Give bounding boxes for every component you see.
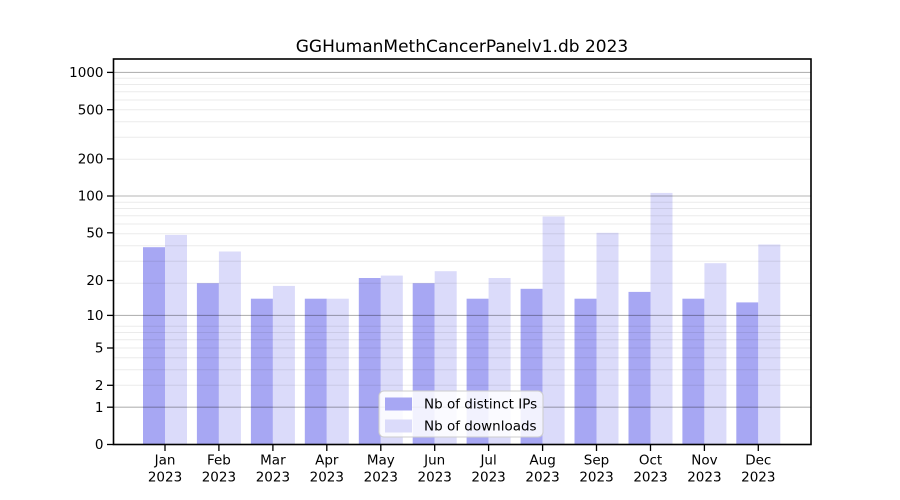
y-tick-label: 20	[86, 273, 103, 289]
bar-ips-dec	[736, 302, 759, 445]
x-tick-label: Dec 2023	[741, 453, 775, 486]
x-tick-label: Oct 2023	[633, 453, 667, 486]
legend-swatch-distinct-ips	[385, 397, 412, 411]
bar-downloads-aug	[542, 216, 565, 445]
chart-title: GGHumanMethCancerPanelv1.db 2023	[296, 37, 628, 57]
legend: Nb of distinct IPs Nb of downloads	[378, 390, 544, 438]
bar-downloads-apr	[326, 298, 349, 445]
bar-ips-sep	[574, 298, 597, 445]
y-tick-label: 5	[95, 341, 104, 357]
x-tick-label: Jul 2023	[471, 453, 505, 486]
axis-ticks-layer	[107, 71, 759, 451]
x-tick-label: May 2023	[364, 453, 398, 486]
x-tick-label: Aug 2023	[525, 453, 559, 486]
legend-box	[378, 390, 544, 438]
bar-ips-jan	[143, 247, 165, 445]
gridlines-layer	[113, 71, 811, 408]
x-tick-label: Feb 2023	[202, 453, 236, 486]
bar-ips-apr	[304, 298, 327, 445]
y-tick-label: 100	[78, 189, 104, 205]
x-tick-label: Jun 2023	[418, 453, 452, 486]
bar-ips-oct	[628, 291, 651, 445]
bar-downloads-dec	[758, 244, 781, 445]
y-tick-label: 500	[78, 102, 104, 118]
x-tick-label: Sep 2023	[579, 453, 613, 486]
bar-downloads-nov	[704, 263, 727, 445]
bar-downloads-mar	[272, 285, 295, 445]
plot-frame	[112, 58, 812, 446]
bar-downloads-oct	[650, 192, 673, 445]
x-tick-label: Nov 2023	[687, 453, 721, 486]
bar-downloads-sep	[596, 232, 619, 445]
y-tick-label: 1	[95, 400, 104, 416]
y-tick-label: 1000	[69, 65, 103, 81]
bar-ips-mar	[250, 298, 273, 445]
x-tick-label: Mar 2023	[256, 453, 290, 486]
y-tick-label: 50	[86, 226, 103, 242]
legend-label-distinct-ips: Nb of distinct IPs	[424, 397, 537, 413]
legend-swatch-downloads	[385, 419, 412, 433]
x-tick-label: Jan 2023	[148, 453, 182, 486]
y-tick-label: 200	[78, 152, 104, 168]
bar-ips-may	[358, 278, 381, 445]
y-tick-label: 2	[95, 378, 104, 394]
bar-ips-feb	[196, 283, 219, 445]
y-tick-label: 10	[86, 308, 103, 324]
x-tick-label: Apr 2023	[310, 453, 344, 486]
bar-ips-nov	[682, 298, 705, 445]
x-axis-labels: Jan 2023 Feb 2023 Mar 2023 Apr 2023 May 2023 Jun 20…	[148, 453, 776, 486]
legend-label-downloads: Nb of downloads	[424, 419, 537, 435]
y-tick-label: 0	[95, 437, 104, 453]
y-axis-labels: 0 1 2 5 10 20 50 100 200 500 1000	[69, 65, 103, 453]
